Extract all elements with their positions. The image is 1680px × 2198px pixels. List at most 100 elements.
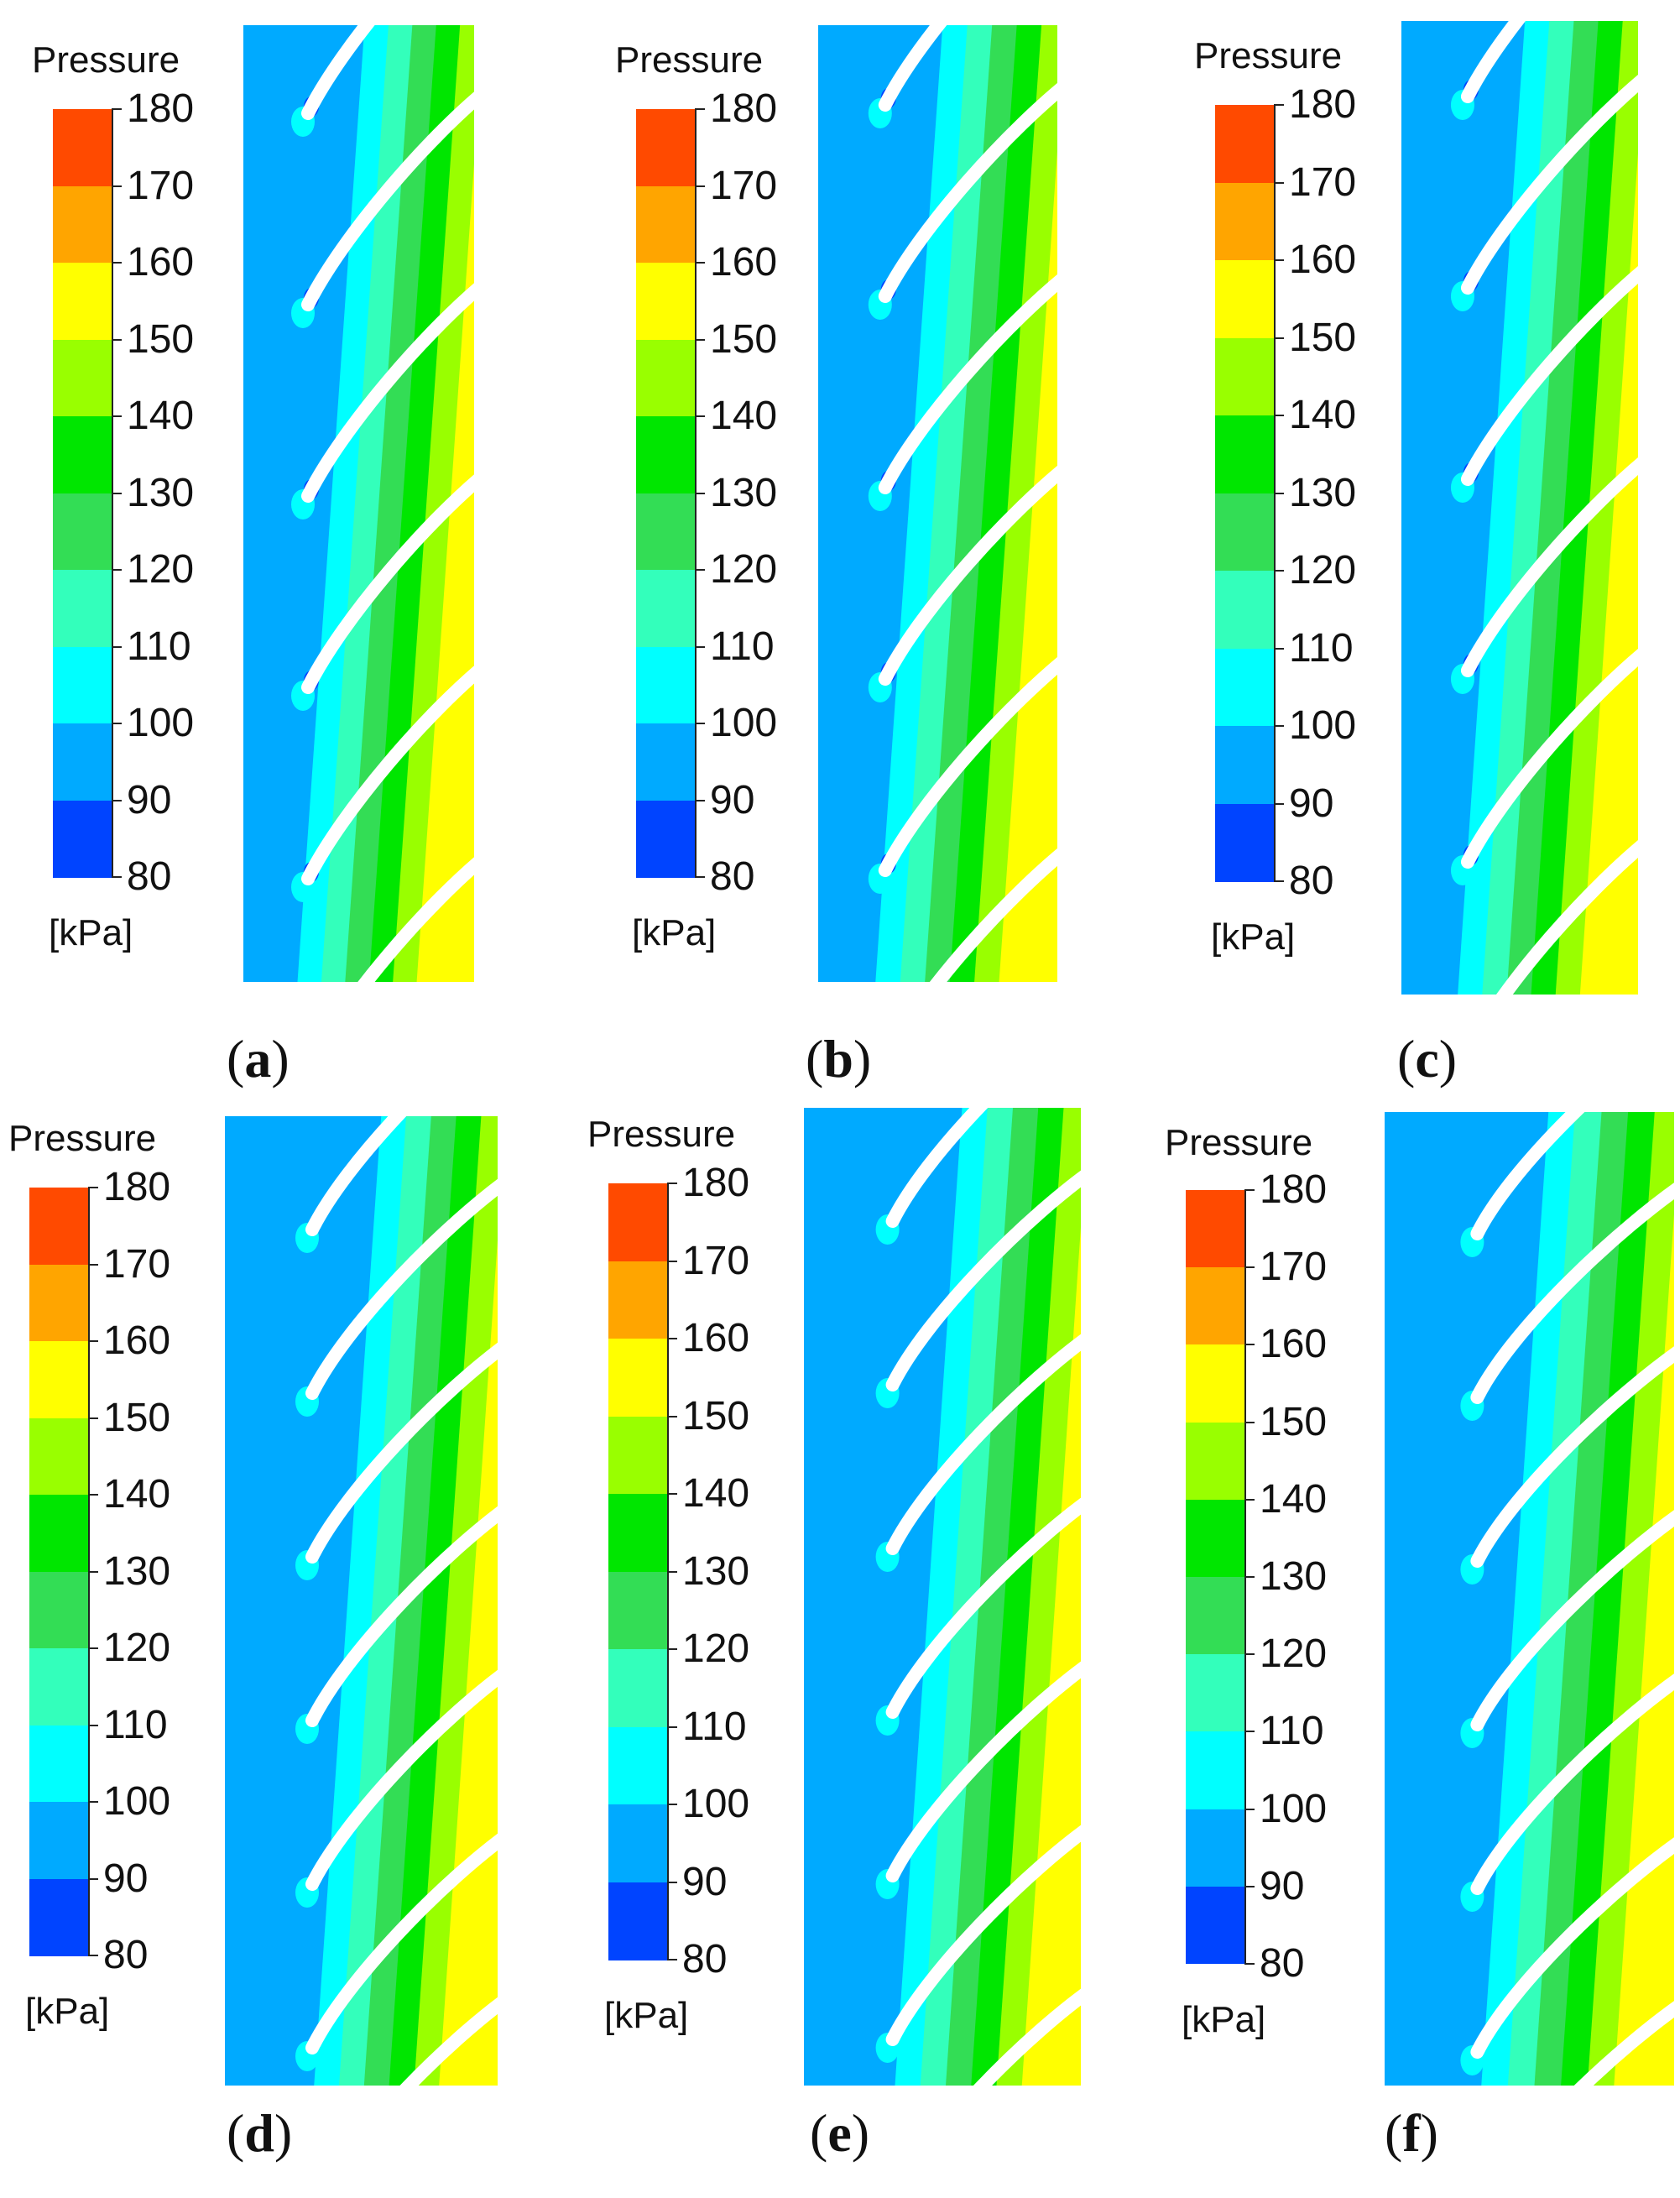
colorbar-axis xyxy=(608,1183,669,1960)
colorbar-tick-mark xyxy=(695,415,705,417)
colorbar-tick-label: 110 xyxy=(103,1702,168,1747)
blade xyxy=(929,848,1057,982)
colorbar-tick-label: 150 xyxy=(1289,315,1357,360)
blade xyxy=(301,474,474,694)
colorbar-tick-label: 100 xyxy=(103,1779,171,1824)
colorbar-swatch xyxy=(608,1571,667,1650)
colorbar-tick-mark xyxy=(667,1260,677,1262)
colorbar-tick-label: 110 xyxy=(1260,1709,1324,1754)
colorbar-tick-label: 160 xyxy=(682,1316,750,1360)
colorbar-tick-label: 80 xyxy=(1289,859,1334,903)
colorbar-tick-mark xyxy=(88,1340,98,1342)
colorbar-swatch xyxy=(636,570,695,647)
colorbar-tick-mark xyxy=(1274,337,1284,339)
colorbar-tick-label: 180 xyxy=(710,86,778,131)
colorbar-tick-label: 120 xyxy=(682,1626,750,1671)
colorbar-tick-mark xyxy=(695,108,705,110)
colorbar-tick-label: 150 xyxy=(710,316,778,362)
colorbar-swatch xyxy=(1186,1731,1244,1810)
colorbar-tick-mark xyxy=(1244,1963,1255,1965)
colorbar-swatch xyxy=(53,723,112,801)
colorbar-tick-label: 180 xyxy=(682,1161,750,1205)
colorbar-tick-mark xyxy=(667,1570,677,1573)
blade xyxy=(1460,457,1638,677)
blade xyxy=(885,1825,1081,2046)
colorbar-unit: [kPa] xyxy=(25,1991,110,2032)
colorbar-swatch xyxy=(1186,1577,1244,1655)
panel-label: (c) xyxy=(1397,1029,1458,1089)
colorbar-swatch xyxy=(636,646,695,724)
colorbar-tick-mark xyxy=(112,799,122,801)
colorbar-tick-label: 180 xyxy=(127,86,195,131)
colorbar-tick-mark xyxy=(1274,259,1284,261)
colorbar-swatch xyxy=(29,1188,88,1265)
colorbar-tick-mark xyxy=(1244,1421,1255,1423)
colorbar-swatch xyxy=(1215,105,1274,183)
panel-label: (d) xyxy=(227,2103,293,2163)
blade xyxy=(1460,21,1526,103)
colorbar-tick-mark xyxy=(88,1263,98,1266)
colorbar-tick-label: 100 xyxy=(1260,1786,1328,1831)
colorbar-unit: [kPa] xyxy=(632,912,717,953)
colorbar-tick-label: 170 xyxy=(1260,1245,1328,1290)
colorbar-tick-label: 140 xyxy=(1260,1476,1328,1522)
colorbar-tick-mark xyxy=(88,1955,98,1956)
colorbar-swatch xyxy=(53,800,112,878)
colorbar-tick-mark xyxy=(1244,1808,1255,1810)
colorbar-tick-mark xyxy=(1244,1189,1255,1191)
colorbar-swatch xyxy=(1215,726,1274,804)
blade xyxy=(305,1669,498,1891)
colorbar-tick-mark xyxy=(88,1417,98,1419)
panel-label: (e) xyxy=(810,2103,870,2163)
colorbar-swatch xyxy=(29,1648,88,1726)
blade xyxy=(885,1497,1081,1719)
colorbar-swatch xyxy=(1186,1267,1244,1345)
colorbar-tick-mark xyxy=(112,338,122,341)
colorbar-swatch xyxy=(53,570,112,647)
colorbar-tick-mark xyxy=(667,1804,677,1805)
colorbar-tick-mark xyxy=(695,338,705,341)
blade xyxy=(878,82,1057,303)
colorbar-tick-label: 140 xyxy=(1289,393,1357,437)
blade xyxy=(305,1116,407,1236)
blade xyxy=(885,1661,1081,1882)
colorbar-tick-label: 140 xyxy=(682,1471,750,1516)
colorbar-tick-mark xyxy=(88,1724,98,1726)
colorbar-tick-mark xyxy=(1274,880,1284,882)
colorbar-swatch xyxy=(608,1416,667,1495)
blade xyxy=(1470,1673,1674,1895)
blade xyxy=(1470,1346,1674,1568)
colorbar-tick-label: 150 xyxy=(127,316,195,362)
blade xyxy=(1470,1112,1585,1240)
blade xyxy=(878,465,1057,686)
pressure-contour-plot xyxy=(818,25,1057,982)
colorbar-swatch xyxy=(1215,493,1274,572)
colorbar-tick-label: 150 xyxy=(1260,1399,1328,1444)
colorbar-tick-mark xyxy=(112,185,122,187)
colorbar-tick-mark xyxy=(1274,104,1284,106)
colorbar-tick-mark xyxy=(1244,1498,1255,1501)
colorbar-tick-label: 90 xyxy=(682,1859,728,1904)
colorbar-tick-label: 170 xyxy=(682,1238,750,1283)
colorbar-swatch xyxy=(53,263,112,340)
colorbar-swatch xyxy=(608,1494,667,1572)
colorbar-tick-mark xyxy=(1244,1731,1255,1733)
colorbar-title: Pressure xyxy=(1194,35,1343,76)
colorbar-tick-label: 100 xyxy=(1289,703,1357,748)
colorbar-unit: [kPa] xyxy=(1182,1999,1266,2040)
colorbar-tick-label: 180 xyxy=(103,1165,171,1209)
colorbar-tick-label: 120 xyxy=(710,547,778,592)
blade xyxy=(878,656,1057,877)
colorbar-swatch xyxy=(53,416,112,493)
colorbar-tick-mark xyxy=(667,1338,677,1339)
colorbar-tick-label: 120 xyxy=(1289,548,1357,593)
colorbar-swatch xyxy=(636,723,695,801)
colorbar-tick-mark xyxy=(667,1726,677,1728)
colorbar-swatch xyxy=(1215,648,1274,727)
blade xyxy=(973,1988,1081,2086)
colorbar-tick-label: 150 xyxy=(103,1395,171,1440)
blade xyxy=(399,1997,498,2086)
colorbar-axis xyxy=(636,109,697,877)
colorbar-tick-label: 110 xyxy=(682,1704,747,1749)
